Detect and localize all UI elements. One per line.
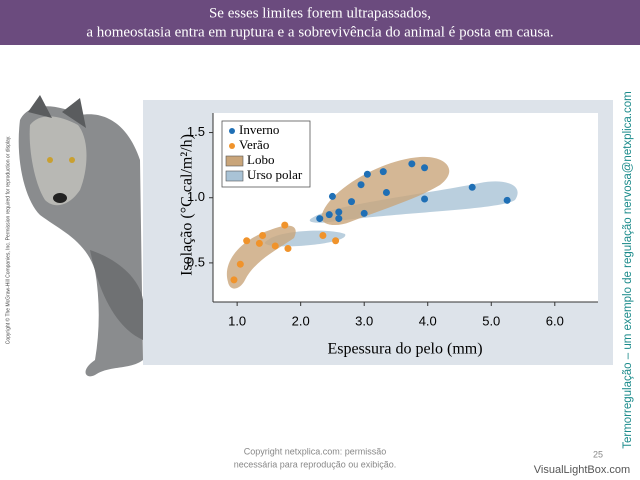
- x-axis-label: Espessura do pelo (mm): [327, 341, 482, 358]
- point: [255, 239, 263, 247]
- point: [243, 237, 251, 245]
- x-tick-label: 2.0: [292, 313, 310, 328]
- point: [325, 211, 333, 219]
- y-axis-label: Isolação (°C cal/m²/h): [179, 134, 196, 276]
- point: [316, 215, 324, 223]
- y-tick-label: 0.5: [187, 254, 205, 269]
- header-line: a homeostasia entra em ruptura e a sobre…: [86, 24, 553, 40]
- legend-swatch: [225, 170, 244, 182]
- x-tick-label: 6.0: [546, 313, 564, 328]
- point: [328, 192, 336, 200]
- header-line: Se esses limites forem ultrapassados,: [209, 5, 431, 21]
- point: [421, 164, 429, 172]
- point: [332, 237, 340, 245]
- side-text: Termorregulação – um exemplo de regulaçã…: [622, 91, 634, 449]
- point: [382, 189, 390, 197]
- region-lobo: [226, 225, 296, 289]
- footer-line: necessária para reprodução ou exibição.: [234, 459, 397, 469]
- legend-marker: [229, 143, 235, 149]
- x-tick-label: 1.0: [228, 313, 246, 328]
- point: [284, 245, 292, 253]
- point: [503, 196, 511, 204]
- point: [363, 170, 371, 178]
- point: [230, 276, 238, 284]
- point: [468, 183, 476, 191]
- header-bar: [0, 0, 640, 45]
- point: [408, 160, 416, 168]
- x-tick-label: 4.0: [419, 313, 437, 328]
- y-tick-label: 1.5: [187, 124, 205, 139]
- point: [360, 209, 368, 217]
- point: [259, 232, 267, 240]
- point: [335, 208, 343, 216]
- legend-marker: [229, 128, 235, 134]
- footer-line: Copyright netxplica.com: permissão: [244, 446, 387, 456]
- point: [379, 168, 387, 176]
- point: [347, 198, 355, 206]
- x-tick-label: 3.0: [355, 313, 373, 328]
- point: [335, 215, 343, 223]
- point: [421, 195, 429, 203]
- y-tick-label: 1.0: [187, 189, 205, 204]
- legend-label: Urso polar: [247, 167, 303, 182]
- point: [319, 232, 327, 240]
- legend-label: Verão: [239, 137, 269, 152]
- point: [281, 221, 289, 229]
- point: [236, 260, 244, 268]
- brand: VisualLightBox.com: [534, 464, 630, 476]
- legend-label: Inverno: [239, 122, 279, 137]
- point: [357, 181, 365, 189]
- legend-label: Lobo: [247, 152, 274, 167]
- x-tick-label: 5.0: [482, 313, 500, 328]
- legend-swatch: [225, 155, 244, 167]
- page-number: 25: [593, 449, 603, 459]
- side-copyright: Copyright © The McGraw-Hill Companies, I…: [4, 136, 11, 345]
- wolf: [18, 95, 144, 377]
- point: [271, 242, 279, 250]
